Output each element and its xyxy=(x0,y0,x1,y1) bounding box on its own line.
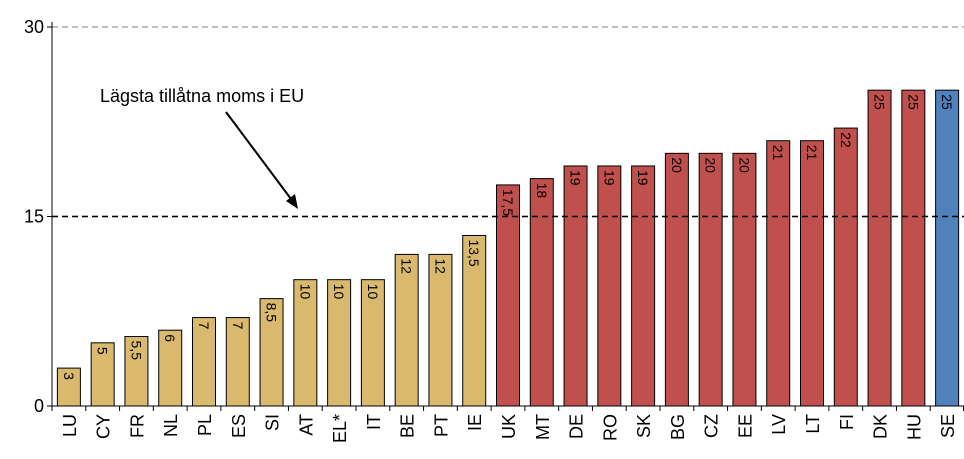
bar xyxy=(833,127,858,407)
x-tick-label: LT xyxy=(803,414,823,434)
bar xyxy=(800,140,824,407)
x-tick-label: HU xyxy=(904,414,924,440)
x-tick-label: SE xyxy=(938,414,958,438)
value-label: 18 xyxy=(534,183,550,199)
x-tick-label: CZ xyxy=(702,414,722,438)
value-label: 3 xyxy=(61,372,77,380)
x-tick-label: IT xyxy=(364,414,384,430)
value-label: 25 xyxy=(905,94,921,110)
value-label: 13,5 xyxy=(466,239,482,266)
y-tick-label: 0 xyxy=(34,396,44,416)
x-tick-label: RO xyxy=(600,414,620,441)
value-label: 5 xyxy=(95,347,111,355)
value-label: 10 xyxy=(365,284,381,300)
bar xyxy=(428,253,453,407)
bar xyxy=(192,317,216,407)
x-tick-label: BG xyxy=(668,414,688,440)
x-tick-label: AT xyxy=(296,414,316,436)
value-label: 25 xyxy=(939,94,955,110)
bar xyxy=(394,253,419,407)
x-tick-label: UK xyxy=(499,414,519,439)
x-tick-label: NL xyxy=(161,414,181,437)
x-tick-label: PL xyxy=(195,414,215,436)
value-label: 8,5 xyxy=(264,303,280,323)
x-tick-label: SK xyxy=(634,414,654,438)
x-tick-label: CY xyxy=(94,414,114,439)
x-tick-label: DK xyxy=(871,414,891,439)
bar xyxy=(732,152,757,407)
bar xyxy=(766,140,791,407)
value-label: 17,5 xyxy=(500,189,516,216)
bar xyxy=(867,89,892,407)
value-label: 20 xyxy=(669,157,685,173)
value-label: 20 xyxy=(736,157,752,173)
value-label: 19 xyxy=(568,170,584,186)
value-label: 12 xyxy=(399,258,415,274)
arrow xyxy=(225,111,295,204)
value-label: 12 xyxy=(432,258,448,274)
value-label: 21 xyxy=(770,145,786,161)
value-label: 7 xyxy=(230,322,246,330)
bar xyxy=(935,89,960,407)
value-label: 19 xyxy=(635,170,651,186)
value-label: 20 xyxy=(703,157,719,173)
annotation: Lägsta tillåtna moms i EU xyxy=(100,86,304,106)
bar xyxy=(529,178,554,407)
x-tick-label: IE xyxy=(465,414,485,431)
x-tick-label: DE xyxy=(567,414,587,439)
x-tick-label: MT xyxy=(533,414,553,440)
x-tick-label: LV xyxy=(769,414,789,435)
bar xyxy=(901,89,926,407)
value-label: 21 xyxy=(804,145,820,161)
value-label: 19 xyxy=(601,170,617,186)
bar xyxy=(631,165,656,407)
bar xyxy=(496,184,520,407)
x-tick-label: SI xyxy=(263,414,283,431)
y-tick-label: 15 xyxy=(24,207,44,227)
x-tick-label: BE xyxy=(398,414,418,438)
value-label: 25 xyxy=(872,94,888,110)
bar xyxy=(597,165,622,407)
x-tick-label: FR xyxy=(127,414,147,438)
bar xyxy=(563,165,588,407)
x-tick-label: LU xyxy=(60,414,80,437)
value-label: 5,5 xyxy=(128,341,144,361)
bar xyxy=(664,152,689,407)
x-tick-label: FI xyxy=(837,414,857,430)
x-tick-label: EL* xyxy=(330,414,350,443)
y-tick-label: 30 xyxy=(24,17,44,37)
arrow-head xyxy=(286,194,298,209)
x-tick-label: ES xyxy=(229,414,249,438)
bar xyxy=(698,152,723,407)
value-label: 6 xyxy=(162,334,178,342)
bar xyxy=(225,317,250,407)
x-tick-label: EE xyxy=(735,414,755,438)
value-label: 7 xyxy=(196,322,212,330)
x-tick-label: PT xyxy=(431,414,451,437)
value-label: 10 xyxy=(331,284,347,300)
value-label: 10 xyxy=(297,284,313,300)
value-label: 22 xyxy=(838,132,854,148)
